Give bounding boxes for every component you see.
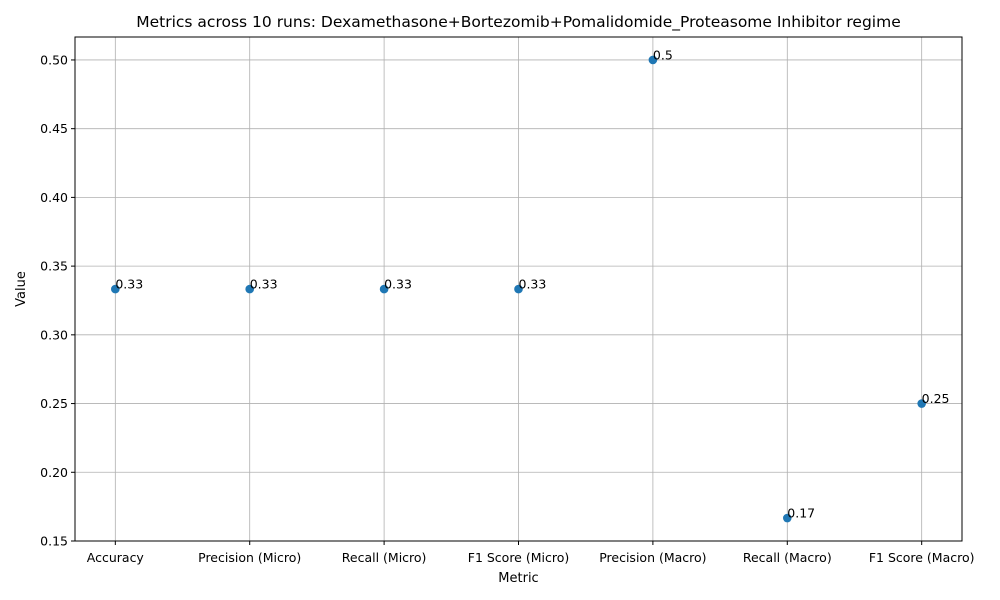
- data-point: [379, 284, 389, 294]
- x-axis-ticks: Accuracy Precision (Micro) Recall (Micro) F…: [87, 541, 975, 565]
- data-label: 0.5: [653, 47, 673, 62]
- data-point: [782, 513, 792, 523]
- data-label: 0.33: [250, 277, 278, 292]
- data-label: 0.33: [519, 277, 547, 292]
- y-tick-label: 0.40: [40, 190, 68, 205]
- data-points: [111, 55, 926, 523]
- x-tick-label: Recall (Macro): [743, 550, 832, 565]
- y-tick-label: 0.15: [40, 534, 68, 549]
- x-tick-label: Precision (Micro): [198, 550, 301, 565]
- chart-title: Metrics across 10 runs: Dexamethasone+Bo…: [136, 13, 901, 32]
- data-point: [514, 284, 523, 294]
- data-label: 0.17: [787, 506, 815, 521]
- y-tick-label: 0.30: [40, 327, 68, 342]
- grid-lines: [75, 37, 962, 542]
- data-point: [111, 284, 120, 294]
- data-labels: 0.33 0.33 0.33 0.33 0.5 0.17 0.25: [115, 47, 949, 520]
- x-tick-label: F1 Score (Micro): [468, 550, 570, 565]
- data-point: [648, 55, 658, 65]
- y-axis-title: Value: [14, 271, 29, 307]
- x-tick-label: Precision (Macro): [599, 550, 706, 565]
- data-point: [245, 284, 255, 294]
- y-tick-label: 0.25: [40, 396, 68, 411]
- y-tick-label: 0.50: [40, 52, 68, 67]
- x-tick-label: F1 Score (Macro): [869, 550, 975, 565]
- x-tick-label: Recall (Micro): [342, 550, 427, 565]
- y-axis-ticks: 0.15 0.20 0.25 0.30 0.35 0.40 0.45 0.50: [40, 52, 75, 549]
- x-tick-label: Accuracy: [87, 550, 145, 565]
- data-point: [917, 399, 926, 408]
- data-label: 0.33: [384, 277, 412, 292]
- y-tick-label: 0.45: [40, 121, 68, 136]
- data-label: 0.33: [115, 277, 143, 292]
- y-tick-label: 0.20: [40, 465, 68, 480]
- x-axis-title: Metric: [498, 571, 538, 586]
- data-label: 0.25: [922, 391, 950, 406]
- y-tick-label: 0.35: [40, 259, 68, 274]
